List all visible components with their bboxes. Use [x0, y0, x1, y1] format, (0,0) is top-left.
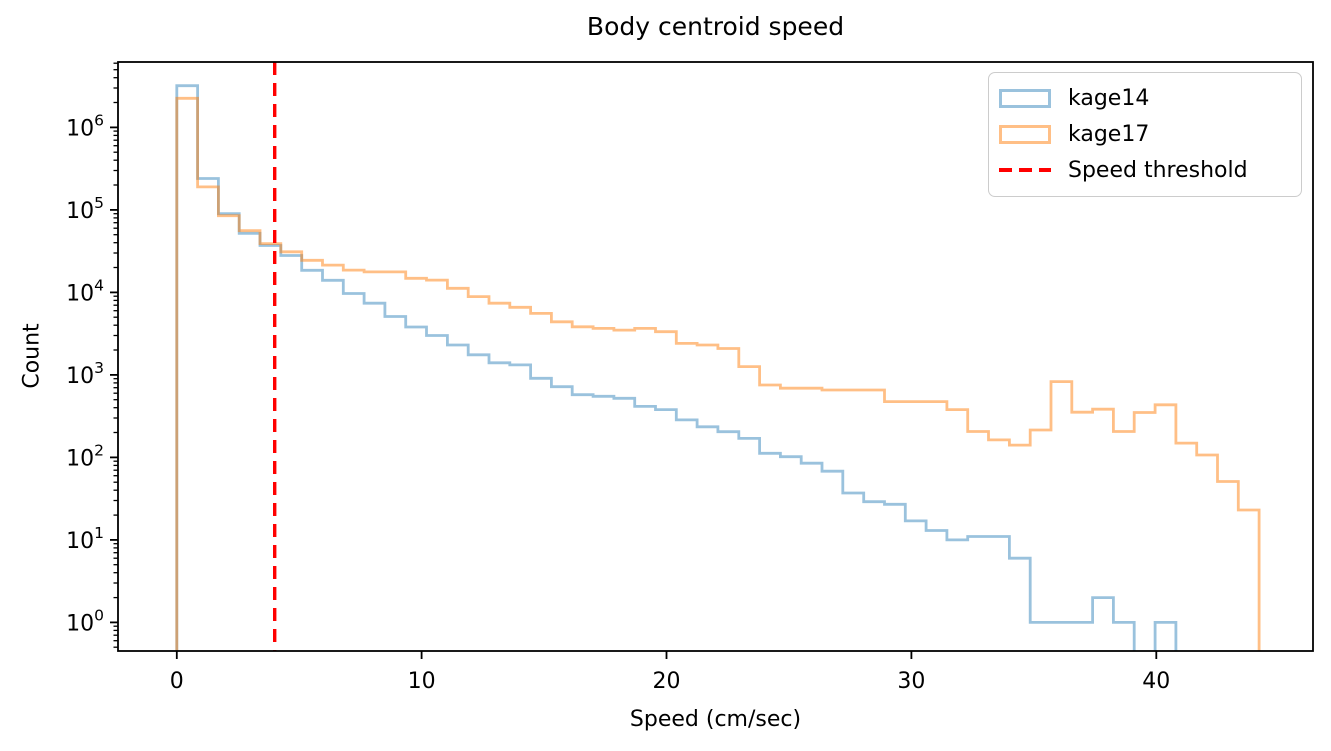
y-tick-label: 101	[66, 524, 104, 554]
legend-item-threshold: Speed threshold	[999, 153, 1291, 187]
x-axis-label: Speed (cm/sec)	[629, 707, 802, 732]
legend-item-kage14: kage14	[999, 82, 1291, 116]
x-tick-label: 10	[408, 669, 436, 694]
x-tick-label: 0	[170, 669, 184, 694]
tick-label-layer: 0 10 20 30 40 100 101 102 103 104 105 106	[66, 111, 1170, 694]
y-tick-label: 106	[66, 111, 104, 141]
kage14-swatch	[999, 89, 1051, 109]
legend-label: kage14	[1068, 86, 1150, 112]
x-tick-label: 20	[653, 669, 681, 694]
legend-label: Speed threshold	[1068, 157, 1248, 183]
threshold-dash-swatch	[999, 168, 1051, 172]
y-tick-label: 104	[66, 276, 104, 306]
chart-title: Body centroid speed	[586, 12, 845, 41]
y-tick-label: 105	[66, 194, 104, 224]
y-tick-label: 102	[66, 441, 104, 471]
legend-item-kage17: kage17	[999, 117, 1291, 151]
y-tick-label: 103	[66, 359, 104, 389]
y-tick-label: 100	[66, 606, 104, 636]
legend-label: kage17	[1068, 121, 1150, 147]
series-layer	[175, 84, 1261, 651]
y-axis-label: Count	[19, 323, 45, 389]
series-kage14	[175, 84, 1178, 651]
kage17-swatch	[999, 124, 1051, 144]
series-kage17	[175, 96, 1261, 651]
x-tick-label: 30	[897, 669, 925, 694]
legend: kage14 kage17 Speed threshold	[988, 72, 1302, 197]
x-tick-label: 40	[1142, 669, 1170, 694]
axes-layer	[110, 61, 1314, 659]
